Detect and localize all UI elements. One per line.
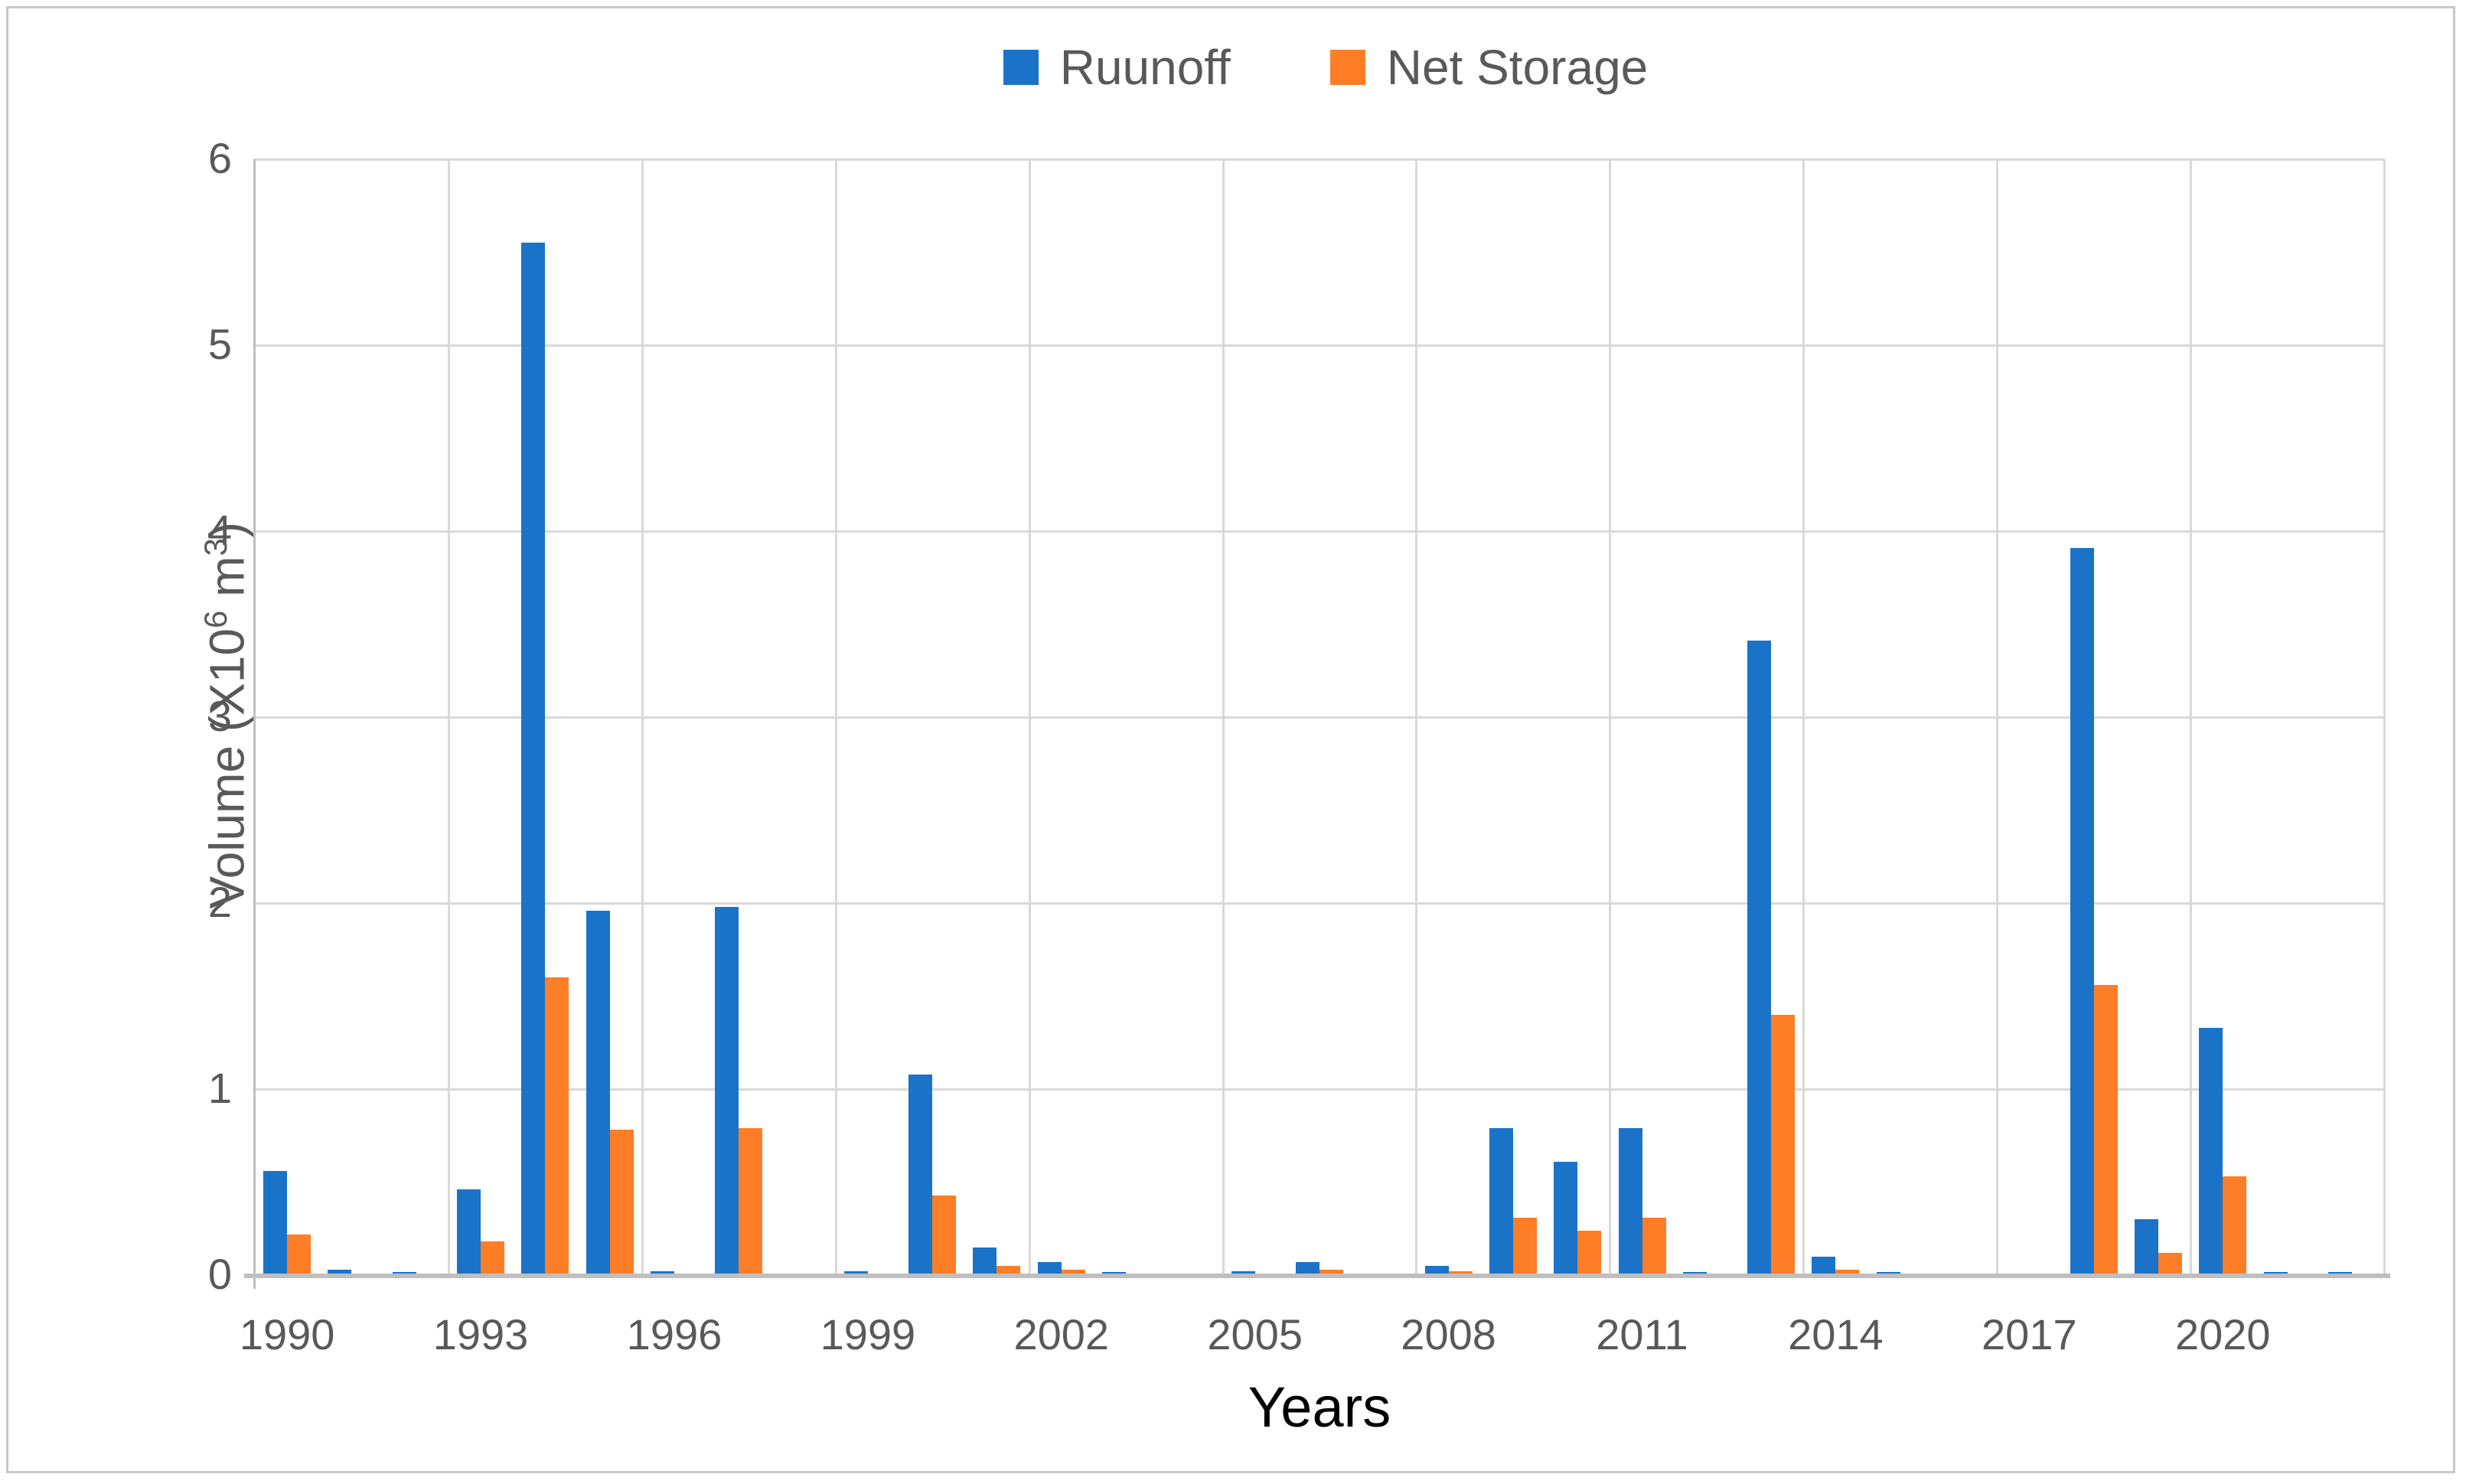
bar-net-storage-2018 <box>2093 984 2118 1275</box>
bar-runoff-2013 <box>1747 641 1772 1275</box>
y-tick-label-2: 2 <box>207 878 232 926</box>
x-axis-title: Years <box>1248 1375 1391 1439</box>
bar-runoff-1993 <box>457 1189 481 1275</box>
bar-runoff-2000 <box>908 1074 933 1275</box>
y-axis-line <box>253 159 256 1289</box>
legend-label-net-storage: Net Storage <box>1386 40 1649 95</box>
bar-net-storage-2011 <box>1642 1217 1666 1275</box>
bar-runoff-2006 <box>1296 1262 1319 1275</box>
y-tick-label-1: 1 <box>207 1064 232 1112</box>
bar-net-storage-2008 <box>1448 1271 1473 1275</box>
plot-area <box>255 158 2386 1275</box>
gridline-horizontal-3 <box>255 716 2384 719</box>
gridline-horizontal-5 <box>255 344 2384 347</box>
bar-net-storage-2013 <box>1771 1014 1796 1275</box>
gridline-horizontal-2 <box>255 902 2384 905</box>
gridline-vertical-4 <box>1028 159 1031 1275</box>
bar-runoff-2009 <box>1489 1128 1513 1275</box>
y-tick-label-6: 6 <box>207 134 232 182</box>
x-tick-label-2005: 2005 <box>1207 1310 1303 1358</box>
bar-runoff-2019 <box>2134 1219 2158 1275</box>
bar-runoff-2014 <box>1812 1256 1836 1275</box>
y-tick-label-3: 3 <box>207 692 232 740</box>
bar-runoff-2020 <box>2199 1027 2223 1275</box>
bar-net-storage-2002 <box>1061 1269 1085 1275</box>
x-tick-label-2011: 2011 <box>1596 1310 1688 1358</box>
gridline-horizontal-4 <box>255 530 2384 533</box>
bar-net-storage-1993 <box>481 1241 505 1275</box>
bar-net-storage-1990 <box>287 1234 312 1275</box>
legend-label-runoff: Ruunoff <box>1059 40 1231 95</box>
gridline-vertical-2 <box>641 159 644 1275</box>
bar-runoff-1991 <box>328 1269 352 1275</box>
bar-net-storage-2009 <box>1512 1217 1537 1275</box>
gridline-vertical-5 <box>1222 159 1225 1275</box>
legend-item-runoff: Ruunoff <box>1003 39 1231 96</box>
bar-runoff-2002 <box>1037 1262 1062 1275</box>
x-tick-label-2014: 2014 <box>1788 1310 1884 1358</box>
gridline-horizontal-6 <box>255 158 2384 161</box>
bar-net-storage-2020 <box>2223 1176 2247 1275</box>
gridline-vertical-9 <box>1996 159 1999 1275</box>
bar-net-storage-1997 <box>739 1128 763 1275</box>
bar-runoff-1990 <box>263 1170 288 1275</box>
runoff-swatch-icon <box>1003 50 1039 85</box>
bar-runoff-2010 <box>1554 1161 1578 1275</box>
y-tick-label-4: 4 <box>207 506 232 554</box>
gridline-vertical-8 <box>1802 159 1805 1275</box>
gridline-vertical-1 <box>447 159 450 1275</box>
gridline-vertical-3 <box>834 159 837 1275</box>
bar-net-storage-2010 <box>1577 1230 1602 1275</box>
chart-figure: Ruunoff Net Storage Volume (X106 m3) Yea… <box>6 6 2455 1473</box>
gridline-horizontal-1 <box>255 1088 2384 1091</box>
net-storage-swatch-icon <box>1329 50 1365 85</box>
x-tick-label-1996: 1996 <box>626 1310 723 1358</box>
bar-runoff-2018 <box>2070 547 2094 1275</box>
bar-runoff-1994 <box>521 243 546 1275</box>
chart-legend: Ruunoff Net Storage <box>261 39 2390 96</box>
gridline-vertical-11 <box>2383 159 2386 1275</box>
bar-runoff-2011 <box>1618 1128 1642 1275</box>
x-tick-label-2002: 2002 <box>1013 1310 1110 1358</box>
x-tick-label-1993: 1993 <box>432 1310 529 1358</box>
bar-net-storage-2019 <box>2158 1252 2182 1275</box>
y-tick-label-0: 0 <box>207 1250 232 1298</box>
bar-net-storage-2006 <box>1319 1269 1343 1275</box>
bar-net-storage-2014 <box>1835 1269 1860 1275</box>
bar-net-storage-1995 <box>609 1130 634 1275</box>
x-tick-label-2017: 2017 <box>1982 1310 2077 1358</box>
x-tick-label-2020: 2020 <box>2174 1310 2271 1358</box>
bar-net-storage-1994 <box>545 977 569 1275</box>
bar-runoff-1995 <box>586 910 610 1275</box>
bar-net-storage-2000 <box>932 1195 957 1275</box>
gridline-vertical-10 <box>2190 159 2193 1275</box>
gridline-vertical-7 <box>1609 159 1612 1275</box>
bar-runoff-2008 <box>1424 1265 1449 1275</box>
x-tick-label-2008: 2008 <box>1401 1310 1496 1358</box>
bar-runoff-2005 <box>1231 1271 1255 1275</box>
x-tick-label-1999: 1999 <box>820 1310 916 1358</box>
bar-runoff-1996 <box>650 1271 674 1275</box>
bar-runoff-1997 <box>715 906 739 1275</box>
bar-runoff-2001 <box>973 1247 997 1275</box>
x-tick-label-1990: 1990 <box>239 1310 335 1358</box>
gridline-vertical-6 <box>1415 159 1418 1275</box>
legend-item-net-storage: Net Storage <box>1329 39 1649 96</box>
y-tick-label-5: 5 <box>207 320 232 368</box>
x-axis-line <box>244 1274 2390 1278</box>
bar-runoff-1999 <box>843 1271 868 1275</box>
bar-net-storage-2001 <box>997 1265 1021 1275</box>
